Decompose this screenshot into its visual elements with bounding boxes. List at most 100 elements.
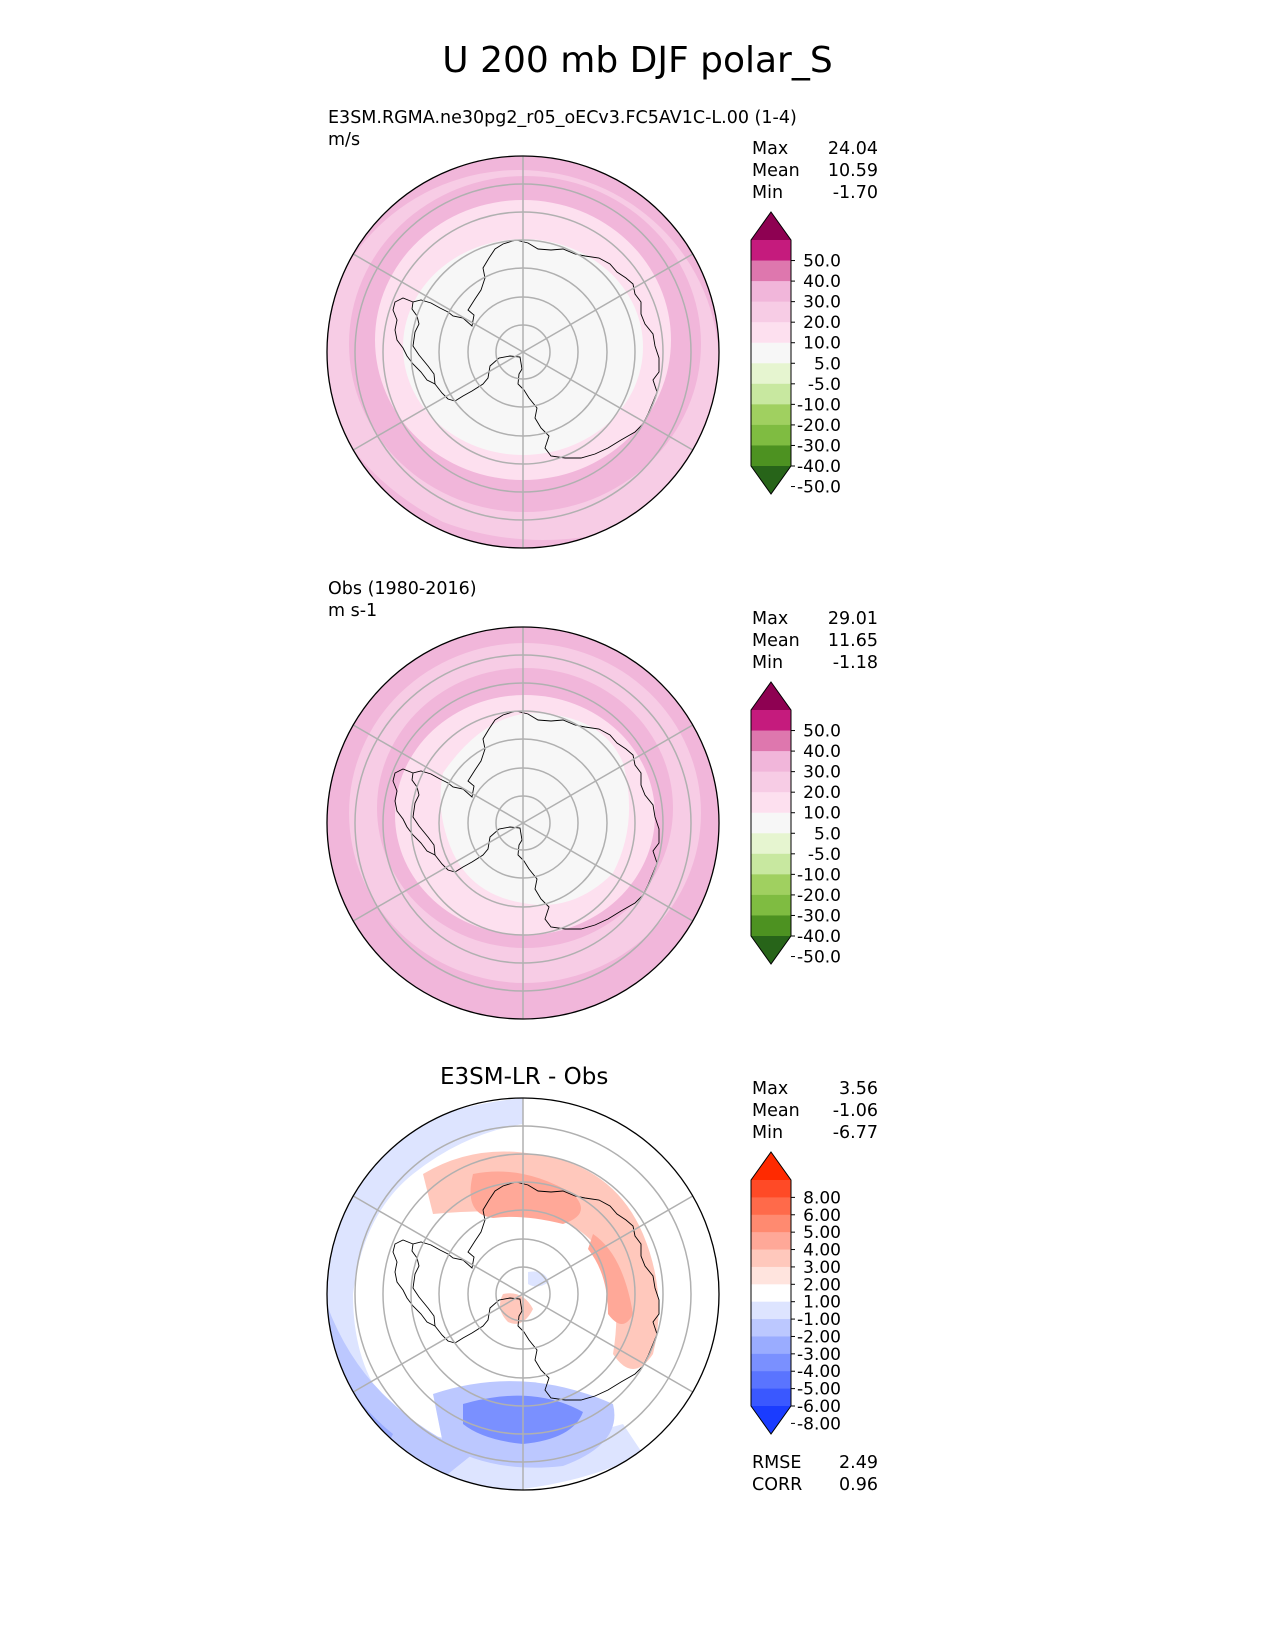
- colorbar-segment: [751, 853, 791, 875]
- stat-value: -1.06: [832, 1101, 878, 1121]
- colorbar-tick-label: 50.0: [803, 722, 841, 742]
- colorbar-tick-label: -5.00: [797, 1380, 841, 1400]
- colorbar-tick-label: 40.0: [803, 742, 841, 762]
- coastline: [411, 239, 660, 459]
- stat-value: -6.77: [832, 1123, 878, 1143]
- colorbar-segment: [751, 710, 791, 732]
- colorbar-outline: [750, 211, 792, 495]
- meridian-gridline: [352, 351, 524, 451]
- colorbar-tick-label: -4.00: [797, 1362, 841, 1382]
- panel-3-metrics: RMSE 2.49 CORR 0.96: [752, 1452, 878, 1496]
- colorbar-tick-label: -40.0: [797, 927, 841, 947]
- colorbar-segment: [751, 445, 791, 467]
- meridian-gridline: [352, 1195, 524, 1295]
- panel-1-polar-map: [326, 155, 720, 549]
- colorbar-tick-label: -5.0: [808, 845, 841, 865]
- colorbar-tick-label: 3.00: [803, 1258, 841, 1278]
- stat-row: Max 29.01: [752, 608, 878, 630]
- colorbar-extend-top: [751, 1152, 791, 1180]
- stat-label: Mean: [752, 161, 800, 181]
- colorbar-segment: [751, 342, 791, 364]
- panel-2-title: Obs (1980-2016): [328, 579, 477, 599]
- colorbar-segment: [751, 833, 791, 855]
- figure-title: U 200 mb DJF polar_S: [442, 40, 833, 81]
- colorbar-tick-label: 6.00: [803, 1206, 841, 1226]
- colorbar-segment: [751, 894, 791, 916]
- colorbar-segment: [751, 1284, 791, 1303]
- stat-label: Mean: [752, 631, 800, 651]
- stat-value: 10.59: [827, 161, 878, 181]
- colorbar-segment: [751, 1388, 791, 1407]
- colorbar-segment: [751, 240, 791, 262]
- meridian-gridline: [522, 253, 694, 353]
- colorbar-tick-label: 30.0: [803, 763, 841, 783]
- panel-3-polar-map: [326, 1097, 720, 1491]
- metric-row: RMSE 2.49: [752, 1452, 878, 1474]
- stat-value: 24.04: [827, 139, 878, 159]
- stat-label: Max: [752, 1079, 789, 1099]
- colorbar-segment: [751, 730, 791, 752]
- colorbar-segment: [751, 1353, 791, 1372]
- stat-value: 11.65: [827, 631, 878, 651]
- stat-label: Max: [752, 139, 789, 159]
- panel-1-stats: Max 24.04 Mean 10.59 Min -1.70: [752, 138, 878, 204]
- colorbar-tick-label: -3.00: [797, 1345, 841, 1365]
- stat-label: Min: [752, 1123, 784, 1143]
- panel-1-units: m/s: [328, 130, 361, 150]
- colorbar-tick-label: 40.0: [803, 272, 841, 292]
- panel-2-polar-map: [326, 626, 720, 1020]
- colorbar-tick-label: -40.0: [797, 457, 841, 477]
- stat-row: Max 3.56: [752, 1078, 878, 1100]
- colorbar-segment: [751, 1214, 791, 1233]
- coastline-peninsula: [392, 297, 436, 385]
- colorbar-tick-label: 2.00: [803, 1275, 841, 1295]
- panel-2-stats: Max 29.01 Mean 11.65 Min -1.18: [752, 608, 878, 674]
- metric-value: 0.96: [839, 1475, 878, 1495]
- colorbar-segment: [751, 915, 791, 937]
- colorbar-segment: [751, 322, 791, 344]
- stat-label: Mean: [752, 1101, 800, 1121]
- contour-band: [420, 269, 600, 416]
- coastline-peninsula: [392, 1239, 436, 1327]
- colorbar-segment: [751, 751, 791, 773]
- colorbar-tick-label: 20.0: [803, 783, 841, 803]
- colorbar-extend-bottom: [751, 466, 791, 494]
- colorbar-tick-label: 50.0: [803, 252, 841, 272]
- colorbar-segment: [751, 771, 791, 793]
- colorbar-tick-label: -50.0: [797, 948, 841, 968]
- map-field: [327, 156, 719, 548]
- meridian-gridline: [522, 724, 694, 824]
- stat-value: 29.01: [827, 609, 878, 629]
- map-boundary: [326, 155, 720, 549]
- colorbar-segment: [751, 281, 791, 303]
- stat-value: 3.56: [839, 1079, 878, 1099]
- panel-2-units: m s-1: [328, 601, 378, 621]
- colorbar-segment: [751, 1197, 791, 1216]
- coastline-peninsula: [392, 768, 436, 856]
- colorbar-tick-label: 1.00: [803, 1293, 841, 1313]
- stat-row: Max 24.04: [752, 138, 878, 160]
- panel-1-title: E3SM.RGMA.ne30pg2_r05_oECv3.FC5AV1C-L.00…: [328, 108, 797, 128]
- panel-3-stats: Max 3.56 Mean -1.06 Min -6.77: [752, 1078, 878, 1144]
- stat-value: -1.70: [832, 183, 878, 203]
- stat-row: Mean -1.06: [752, 1100, 878, 1122]
- colorbar-segment: [751, 404, 791, 426]
- meridian-gridline: [352, 822, 524, 922]
- meridian-gridline: [352, 253, 524, 353]
- colorbar-segment: [751, 1266, 791, 1285]
- colorbar-segment: [751, 1371, 791, 1390]
- colorbar-segment: [751, 812, 791, 834]
- colorbar-tick-label: -2.00: [797, 1327, 841, 1347]
- colorbar-tick-label: -20.0: [797, 886, 841, 906]
- colorbar-segment: [751, 424, 791, 446]
- stat-label: Min: [752, 183, 784, 203]
- metric-label: CORR: [752, 1475, 803, 1495]
- colorbar-tick-label: 5.00: [803, 1223, 841, 1243]
- map-field: [327, 627, 719, 1019]
- colorbar-segment: [751, 363, 791, 385]
- meridian-gridline: [522, 822, 694, 922]
- colorbar-segment: [751, 383, 791, 405]
- colorbar-extend-bottom: [751, 1406, 791, 1434]
- panel-2-colorbar: 50.040.030.020.010.05.0-5.0-10.0-20.0-30…: [750, 681, 841, 968]
- colorbar-tick-label: 5.0: [814, 824, 841, 844]
